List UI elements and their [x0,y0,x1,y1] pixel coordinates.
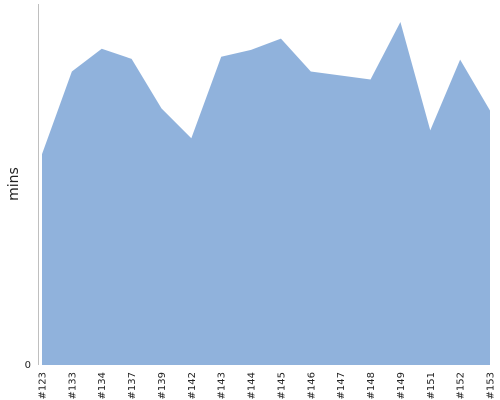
x-tick-label: #148 [366,372,377,399]
x-tick-label: #147 [336,372,347,399]
x-tick-label: #142 [187,372,198,399]
x-tick-label: #149 [396,372,407,399]
x-tick-label: #123 [38,372,49,399]
x-tick-label: #134 [97,372,108,399]
x-tick-label: #143 [217,372,228,399]
x-tick-label: #152 [456,372,467,399]
area-series [42,22,490,366]
x-tick-label: #133 [67,372,78,399]
x-tick-label: #151 [426,372,437,399]
y-axis-title: mins [6,167,22,201]
x-tick-label: #144 [247,372,258,399]
x-tick-label: #137 [127,372,138,399]
x-tick-label: #145 [276,372,287,399]
y-tick-label-0: 0 [25,360,31,371]
x-tick-labels: #123 #133 #134 #137 #139 #142 #143 #144 #145 #146… [38,372,497,399]
x-tick-label: #153 [486,372,497,399]
x-tick-label: #139 [157,372,168,399]
x-tick-label: #146 [306,372,317,399]
